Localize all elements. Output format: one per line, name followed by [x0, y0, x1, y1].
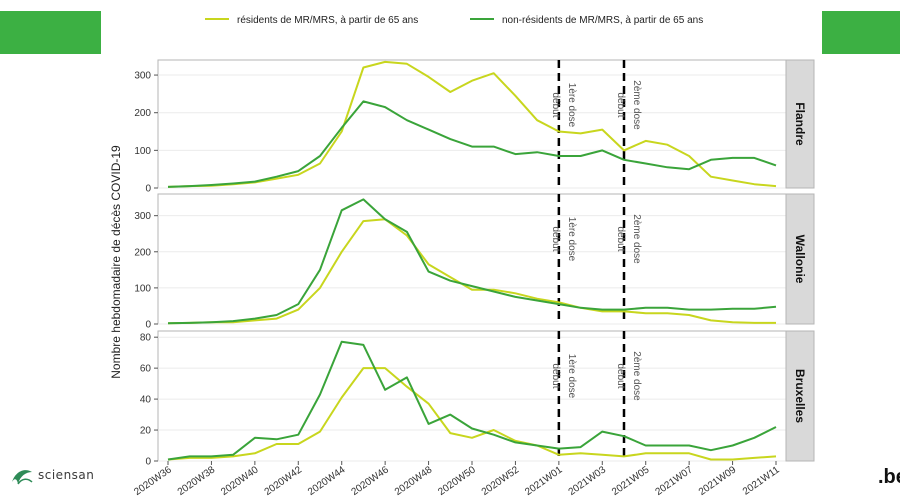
y-tick-label-flandre: 0 — [145, 184, 151, 195]
y-tick-label-wallonie: 0 — [145, 320, 151, 331]
legend-label-residents: résidents de MR/MRS, à partir de 65 ans — [237, 15, 418, 26]
green-corner-block-right — [822, 11, 900, 54]
vline-label-bottom-flandre: 1ère dose — [566, 83, 577, 128]
x-tick-label: 2020W36 — [132, 464, 174, 497]
x-tick-label: 2021W11 — [741, 464, 782, 497]
y-tick-label-bruxelles: 20 — [140, 426, 152, 437]
y-tick-label-wallonie: 200 — [134, 247, 151, 258]
legend-label-non-residents: non-résidents de MR/MRS, à partir de 65 … — [502, 15, 703, 26]
x-tick-label: 2020W40 — [219, 464, 261, 497]
series-line-non-residents-bruxelles — [167, 340, 777, 461]
y-tick-label-bruxelles: 80 — [140, 333, 152, 344]
y-tick-label-wallonie: 100 — [134, 283, 151, 294]
x-tick-label: 2021W09 — [697, 464, 739, 497]
facet-strip-bruxelles — [785, 330, 815, 462]
x-tick-label: 2020W52 — [480, 464, 522, 497]
x-tick-label: 2021W03 — [567, 464, 609, 497]
vline-label-bottom-bruxelles: 2ème dose — [631, 351, 642, 401]
vline-label-top-wallonie: début — [615, 226, 626, 251]
vline-label-bottom-bruxelles: 1ère dose — [566, 354, 577, 399]
vline-label-top-flandre: début — [550, 92, 561, 117]
green-corner-block-left — [0, 11, 101, 54]
vline-label-top-bruxelles: début — [615, 363, 626, 388]
y-tick-label-flandre: 100 — [134, 146, 151, 157]
x-tick-label: 2020W42 — [263, 464, 305, 497]
facet-strip-wallonie — [785, 193, 815, 325]
vline-label-bottom-wallonie: 2ème dose — [631, 214, 642, 264]
series-line-residents-wallonie — [167, 218, 776, 325]
x-tick-label: 2020W48 — [393, 464, 435, 497]
series-line-non-residents-wallonie — [167, 198, 777, 325]
facet-label-flandre: Flandre — [793, 102, 807, 146]
sciensano-logo: sciensan — [8, 466, 108, 490]
facet-label-bruxelles: Bruxelles — [793, 369, 807, 423]
x-tick-label: 2020W46 — [349, 464, 391, 497]
site-domain-suffix: .be — [878, 466, 900, 488]
vline-label-top-wallonie: début — [550, 226, 561, 251]
vline-label-top-flandre: début — [615, 92, 626, 117]
panel-frame-bruxelles — [157, 330, 787, 462]
sciensano-logo-icon — [12, 470, 33, 485]
series-line-residents-flandre — [167, 60, 777, 188]
y-tick-label-flandre: 300 — [134, 71, 151, 82]
facet-strip-flandre — [785, 59, 815, 189]
vline-label-bottom-flandre: 2ème dose — [631, 80, 642, 130]
y-tick-label-bruxelles: 40 — [140, 395, 152, 406]
x-tick-label: 2020W50 — [436, 464, 478, 497]
x-tick-label: 2020W38 — [176, 464, 218, 497]
sciensano-logo-text: sciensan — [38, 468, 95, 482]
x-tick-label: 2020W44 — [306, 464, 348, 497]
y-tick-label-bruxelles: 0 — [145, 457, 151, 468]
vline-label-top-bruxelles: début — [550, 363, 561, 388]
x-tick-label: 2021W07 — [653, 464, 695, 497]
vline-label-bottom-wallonie: 1ère dose — [566, 217, 577, 262]
y-axis-title: Nombre hebdomadaire de décès COVID-19 — [109, 145, 123, 379]
facet-label-wallonie: Wallonie — [793, 235, 807, 284]
series-line-non-residents-flandre — [167, 100, 777, 188]
y-tick-label-bruxelles: 60 — [140, 364, 152, 375]
x-tick-label: 2021W05 — [610, 464, 652, 497]
series-line-residents-bruxelles — [167, 367, 777, 461]
y-tick-label-flandre: 200 — [134, 108, 151, 119]
y-tick-label-wallonie: 300 — [134, 211, 151, 222]
panel-frame-wallonie — [157, 193, 787, 325]
x-tick-label: 2021W01 — [523, 464, 565, 497]
